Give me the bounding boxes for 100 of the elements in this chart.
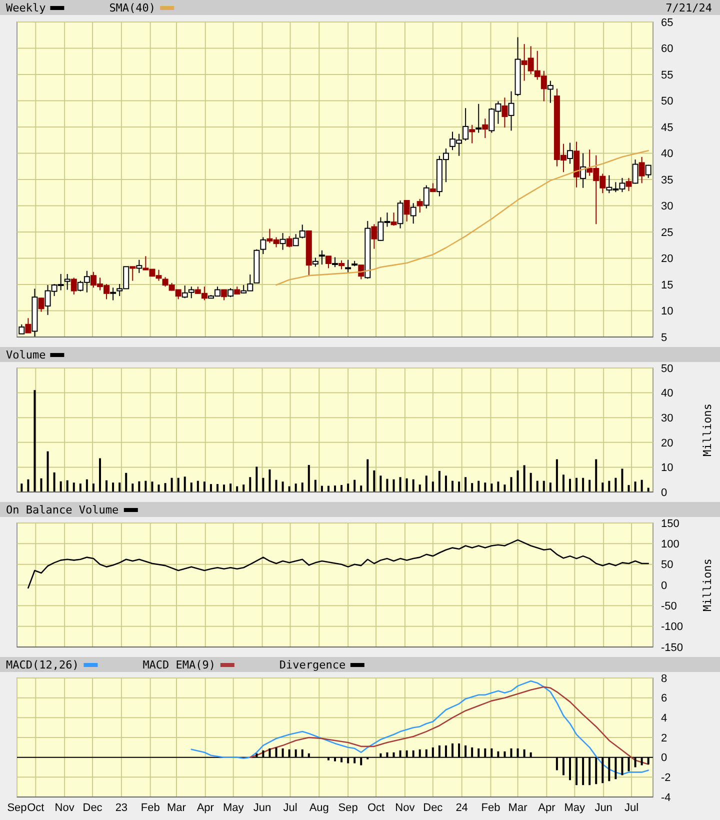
bar [614,478,617,492]
bar [497,482,500,492]
bar [118,482,121,492]
candlestick [567,142,574,164]
bar [556,459,558,492]
bar [542,480,545,492]
bar [464,477,467,492]
bar [216,484,218,492]
candlestick [482,118,488,139]
bar [530,472,532,492]
y-tick-label: 5 [661,332,668,344]
candlestick [547,80,554,104]
y-tick-label: 20 [661,437,674,450]
x-tick-label: Jun [594,802,612,814]
y-axis-title: Millions [701,558,714,612]
candlestick [260,236,266,255]
bar [20,484,23,492]
y-tick-label: 50 [661,559,674,572]
y-tick-label: 0 [661,486,668,499]
bar [164,483,166,492]
bar [308,464,310,492]
legend-label: MACD(12,26) [6,658,79,672]
candlestick [397,200,404,229]
x-tick-label: Apr [538,802,556,814]
line-series [190,680,649,775]
y-tick-label: 10 [661,462,674,474]
bar [334,486,336,492]
y-tick-label: 30 [661,412,674,424]
bar [275,480,278,492]
y-tick-label: 60 [661,43,674,56]
bar [576,478,578,492]
bar [301,482,304,492]
line-series [249,686,649,765]
bar [549,482,552,492]
bar [170,478,173,492]
legend-label: Divergence [279,658,346,672]
text: 7/21/24 [666,2,712,14]
candlestick [221,289,228,301]
x-tick-label: Nov [395,802,416,814]
bar [144,480,147,492]
bar [354,480,356,492]
legend-label: SMA(40) [109,2,156,14]
candlestick [280,232,286,250]
bar [523,465,526,492]
bar [60,481,62,492]
candlestick [130,266,136,282]
bar [262,478,264,492]
bar [294,484,297,492]
line-series [276,150,649,286]
x-tick-label: Mar [166,802,186,814]
y-tick-label: 55 [661,69,674,82]
y-tick-label: 10 [661,306,674,318]
y-tick-label: 2 [661,732,668,744]
bar [608,480,610,492]
candlestick [423,184,430,209]
bar [418,484,421,492]
candlestick [371,224,378,250]
bar [72,482,75,492]
bar [458,482,460,492]
bar [510,477,512,492]
bar [98,458,101,492]
bar [53,472,56,492]
bar [373,470,376,492]
bar [412,479,414,492]
bar [621,468,624,492]
candlestick [645,164,652,178]
candlestick [626,177,632,192]
bar [230,484,232,492]
bar [34,390,36,492]
bar [452,480,454,492]
candlestick [632,159,638,184]
bar [40,478,42,492]
x-tick-label: Sep [338,802,358,814]
x-tick-label: Oct [367,802,385,814]
bar [249,477,252,492]
legend-label: Volume [6,348,46,362]
y-tick-label: 0 [661,752,668,764]
bar [256,466,258,492]
bar [628,485,630,492]
bar [314,480,316,492]
candlestick [286,236,292,248]
bar [132,484,134,492]
bar [138,481,140,492]
bar [340,485,343,492]
y-tick-label: -50 [661,600,677,613]
candlestick [325,256,332,269]
candlestick [390,212,397,226]
x-tick-label: 23 [115,802,128,814]
bar [432,482,434,492]
y-tick-label: 6 [661,692,668,705]
candlestick [469,124,476,144]
candlestick [404,200,410,222]
legend-label: On Balance Volume [6,504,119,516]
bar [242,484,245,492]
x-tick-label: Oct [27,802,44,814]
y-tick-label: 8 [661,672,668,685]
bar [444,476,447,492]
bar [406,478,408,492]
y-tick-label: 25 [661,226,674,239]
bar [595,459,598,492]
